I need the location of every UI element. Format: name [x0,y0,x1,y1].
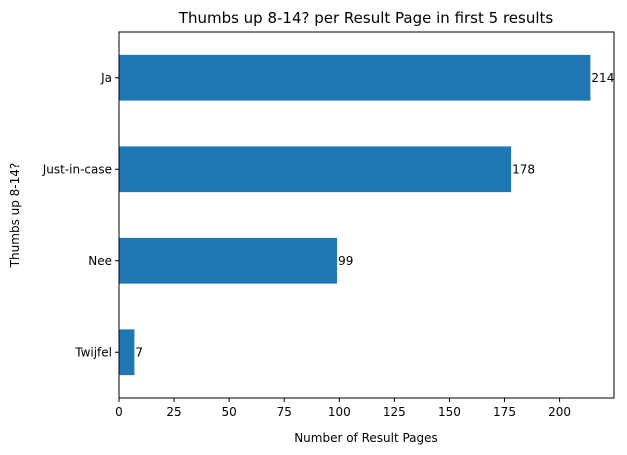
data-labels-group: 214 178 99 7 [135,71,614,360]
bar-ja [119,54,591,101]
bars-group [119,54,591,376]
data-label: 178 [512,162,535,176]
y-tick-label: Just-in-case [42,162,112,176]
y-tick-label: Nee [88,254,112,268]
x-axis-label: Number of Result Pages [294,431,438,445]
y-axis-label: Thumbs up 8-14? [8,163,22,269]
y-tick-label: Ja [100,71,112,85]
x-tick-label: 100 [328,405,351,419]
data-label: 7 [135,345,143,359]
x-axis: 0 25 50 75 100 125 150 175 200 [115,398,571,419]
x-tick-label: 175 [493,405,516,419]
y-axis: Ja Just-in-case Nee Twijfel [42,71,119,359]
x-tick-label: 75 [277,405,292,419]
x-tick-label: 150 [438,405,461,419]
bar-nee [119,237,338,284]
x-tick-label: 125 [383,405,406,419]
plot-frame [118,31,615,399]
x-tick-label: 25 [166,405,181,419]
x-tick-label: 200 [548,405,571,419]
data-label: 214 [591,71,614,85]
data-label: 99 [338,254,353,268]
y-tick-label: Twijfel [74,345,112,359]
x-tick-label: 50 [222,405,237,419]
bar-twijfel [119,329,135,376]
chart-title: Thumbs up 8-14? per Result Page in first… [178,9,554,27]
x-tick-label: 0 [115,405,123,419]
bar-just-in-case [119,146,512,193]
